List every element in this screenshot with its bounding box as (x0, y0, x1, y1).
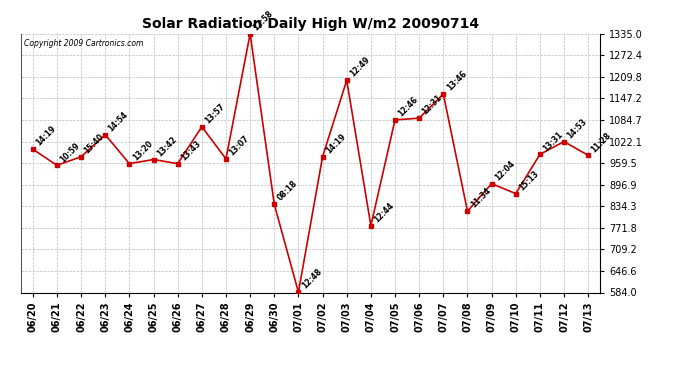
Text: 08:18: 08:18 (276, 179, 299, 203)
Text: 12:49: 12:49 (348, 56, 371, 79)
Text: 12:46: 12:46 (397, 95, 420, 118)
Text: 13:43: 13:43 (179, 139, 202, 162)
Text: 13:20: 13:20 (131, 139, 154, 162)
Text: 13:46: 13:46 (445, 69, 468, 93)
Text: 15:13: 15:13 (518, 169, 540, 192)
Text: 14:53: 14:53 (566, 117, 589, 140)
Text: 10:59: 10:59 (59, 141, 81, 164)
Text: 12:48: 12:48 (300, 267, 324, 291)
Text: 14:19: 14:19 (34, 124, 57, 148)
Text: 12:04: 12:04 (493, 159, 516, 182)
Text: 12:58: 12:58 (252, 9, 275, 32)
Text: 13:42: 13:42 (155, 135, 178, 158)
Title: Solar Radiation Daily High W/m2 20090714: Solar Radiation Daily High W/m2 20090714 (142, 17, 479, 31)
Text: 12:44: 12:44 (373, 201, 395, 224)
Text: 13:31: 13:31 (542, 129, 564, 153)
Text: 14:19: 14:19 (324, 132, 347, 155)
Text: 15:40: 15:40 (83, 132, 106, 155)
Text: 11:34: 11:34 (469, 186, 492, 210)
Text: 13:57: 13:57 (204, 102, 226, 125)
Text: Copyright 2009 Cartronics.com: Copyright 2009 Cartronics.com (23, 39, 143, 48)
Text: 13:07: 13:07 (228, 134, 251, 158)
Text: 11:28: 11:28 (590, 130, 613, 154)
Text: 14:54: 14:54 (107, 110, 130, 133)
Text: 12:31: 12:31 (421, 93, 444, 117)
